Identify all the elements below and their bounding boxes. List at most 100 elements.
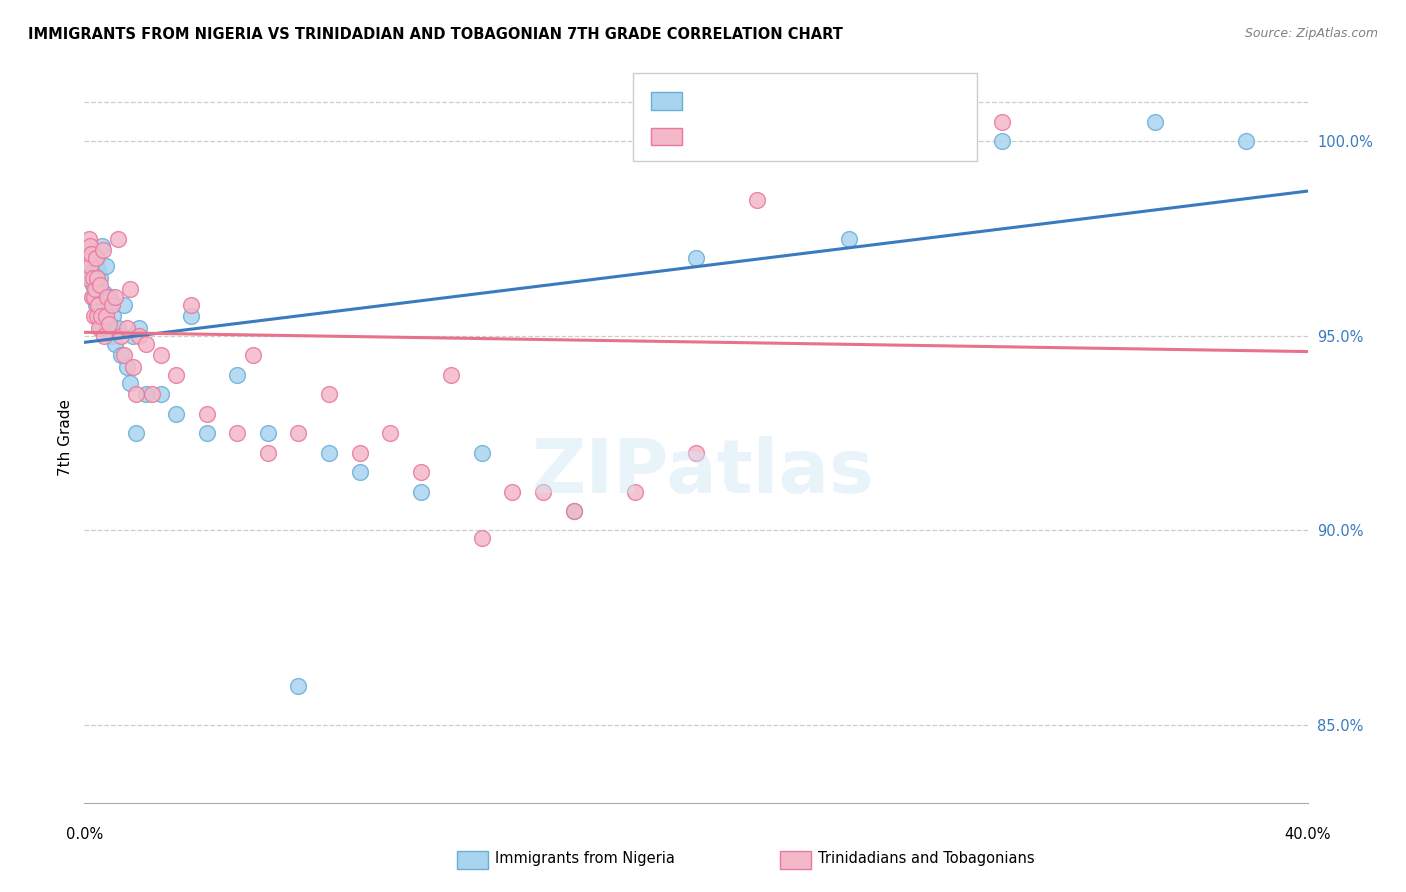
Point: [1234, 135, 1257, 149]
Point: [79, 244, 101, 258]
Point: [287, 679, 309, 693]
Point: [135, 387, 157, 401]
Point: [128, 329, 150, 343]
Point: [990, 115, 1012, 129]
Point: [83, 259, 105, 273]
Point: [79, 259, 101, 273]
Y-axis label: 7th Grade: 7th Grade: [58, 399, 73, 475]
Text: R = 0.449   N = 58: R = 0.449 N = 58: [690, 129, 846, 144]
Point: [380, 426, 402, 441]
Point: [440, 368, 463, 382]
Point: [93, 286, 115, 301]
Point: [89, 270, 111, 285]
Point: [125, 387, 148, 401]
Point: [125, 426, 148, 441]
Point: [242, 348, 264, 362]
Point: [90, 321, 112, 335]
Point: [929, 115, 952, 129]
Point: [82, 278, 104, 293]
Point: [104, 336, 127, 351]
Point: [226, 426, 249, 441]
Point: [83, 290, 105, 304]
Text: 40.0%: 40.0%: [1284, 827, 1331, 841]
Point: [349, 465, 371, 479]
Point: [838, 135, 860, 149]
Point: [409, 465, 432, 479]
Point: [257, 445, 280, 459]
Point: [471, 531, 494, 545]
Point: [149, 348, 172, 362]
Point: [624, 484, 647, 499]
Point: [87, 298, 110, 312]
Point: [98, 290, 121, 304]
Point: [89, 278, 111, 293]
Point: [86, 270, 108, 285]
Point: [685, 445, 707, 459]
Point: [120, 376, 142, 390]
Point: [90, 310, 112, 324]
Point: [83, 310, 105, 324]
Point: [87, 321, 110, 335]
Point: [101, 298, 124, 312]
Point: [91, 239, 114, 253]
Point: [94, 310, 117, 324]
Point: [107, 321, 129, 335]
Point: [685, 251, 707, 265]
Point: [89, 290, 111, 304]
Point: [84, 282, 107, 296]
Point: [115, 359, 138, 374]
Point: [97, 298, 120, 312]
Text: R = 0.375   N = 55: R = 0.375 N = 55: [690, 94, 846, 108]
Point: [79, 239, 101, 253]
Point: [1143, 115, 1166, 129]
Point: [77, 251, 100, 265]
Point: [287, 426, 309, 441]
Text: 0.0%: 0.0%: [66, 827, 103, 841]
Point: [745, 193, 768, 207]
Point: [990, 135, 1012, 149]
Point: [86, 310, 108, 324]
Point: [96, 318, 118, 332]
Point: [135, 336, 157, 351]
Point: [838, 232, 860, 246]
Point: [83, 247, 105, 261]
Point: [112, 348, 135, 362]
Point: [149, 387, 172, 401]
Point: [84, 270, 107, 285]
Point: [128, 321, 150, 335]
Point: [76, 270, 98, 285]
Point: [91, 244, 114, 258]
Point: [318, 387, 340, 401]
Point: [91, 310, 114, 324]
Point: [165, 368, 187, 382]
Point: [122, 359, 145, 374]
Point: [562, 504, 585, 518]
Point: [195, 407, 218, 421]
Point: [101, 329, 124, 343]
Text: IMMIGRANTS FROM NIGERIA VS TRINIDADIAN AND TOBAGONIAN 7TH GRADE CORRELATION CHAR: IMMIGRANTS FROM NIGERIA VS TRINIDADIAN A…: [28, 27, 844, 42]
Text: Source: ZipAtlas.com: Source: ZipAtlas.com: [1244, 27, 1378, 40]
Point: [318, 445, 340, 459]
Point: [97, 318, 120, 332]
Point: [562, 504, 585, 518]
Point: [180, 310, 202, 324]
Text: Trinidadians and Tobagonians: Trinidadians and Tobagonians: [818, 851, 1035, 865]
Point: [84, 298, 107, 312]
Point: [77, 232, 100, 246]
Text: ZIPatlas: ZIPatlas: [531, 436, 875, 509]
Point: [501, 484, 523, 499]
Point: [80, 290, 103, 304]
Point: [87, 310, 110, 324]
Point: [141, 387, 163, 401]
Point: [180, 298, 202, 312]
Point: [79, 270, 101, 285]
Point: [86, 282, 108, 296]
Point: [112, 298, 135, 312]
Point: [929, 115, 952, 129]
Point: [86, 251, 108, 265]
Point: [93, 329, 115, 343]
Point: [96, 259, 118, 273]
Point: [77, 259, 100, 273]
Point: [80, 247, 103, 261]
Point: [257, 426, 280, 441]
